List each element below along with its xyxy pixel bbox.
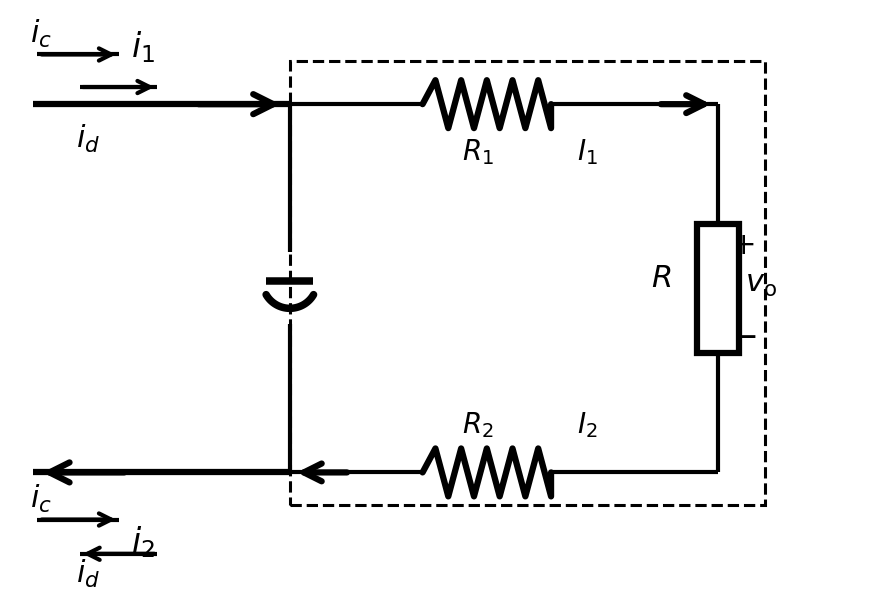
Text: $i_2$: $i_2$ [131, 524, 155, 559]
Text: $I_1$: $I_1$ [576, 137, 598, 167]
Text: $R$: $R$ [651, 264, 671, 293]
Text: $+$: $+$ [730, 231, 755, 260]
Text: $R_2$: $R_2$ [463, 410, 494, 440]
Text: $i_1$: $i_1$ [131, 29, 155, 65]
Text: $i_c$: $i_c$ [30, 18, 52, 50]
Text: $v_{\rm o}$: $v_{\rm o}$ [745, 270, 777, 299]
Text: $i_d$: $i_d$ [75, 123, 99, 155]
Text: $i_d$: $i_d$ [75, 558, 99, 590]
Text: $-$: $-$ [730, 319, 757, 352]
Text: $R_1$: $R_1$ [463, 137, 495, 167]
Text: $i_c$: $i_c$ [30, 483, 52, 515]
Bar [697, 224, 740, 352]
Text: $I_2$: $I_2$ [576, 410, 598, 440]
